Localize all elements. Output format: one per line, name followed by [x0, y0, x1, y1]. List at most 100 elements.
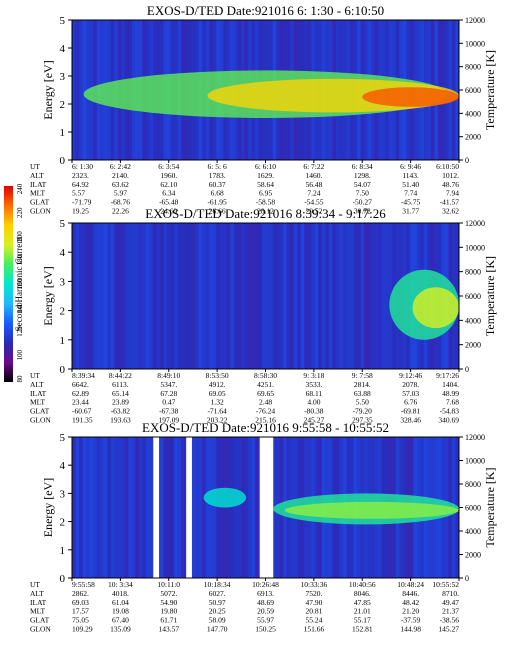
table-cell: 63.88: [354, 389, 371, 398]
table-cell: 1143.: [402, 171, 419, 180]
table-cell: 2.48: [259, 398, 272, 407]
colorbar-scale: [4, 186, 13, 382]
table-cell: 23.89: [112, 398, 129, 407]
chart-title: EXOS-D/TED Date:921016 9:55:58 - 10:55:5…: [142, 420, 389, 435]
table-cell: 28.12: [257, 207, 274, 216]
spectrogram-column: [159, 437, 164, 578]
y-axis-label: Energy [eV]: [41, 266, 55, 325]
spectrogram: [72, 437, 460, 578]
spectrogram-column: [149, 437, 154, 578]
table-cell: 0.47: [162, 398, 175, 407]
table-row-label: ALT: [30, 171, 44, 180]
table-cell: 20.59: [257, 607, 274, 616]
spectrogram-column: [117, 223, 122, 369]
spectrogram-column: [89, 437, 94, 578]
table-cell: 10:26:48: [252, 580, 279, 589]
table-cell: 67.40: [112, 616, 129, 625]
spectrogram-column: [86, 437, 90, 578]
spectrogram-column: [378, 223, 382, 369]
spectrogram-column: [244, 437, 249, 578]
spectrogram-column: [86, 223, 90, 369]
table-cell: -71.64: [207, 407, 227, 416]
spectrogram-column: [138, 223, 143, 369]
table-cell: 6.34: [162, 189, 175, 198]
spectrogram-column: [304, 223, 309, 369]
y-tick-label: 4: [60, 43, 66, 55]
y2-tick-label: 0: [465, 574, 469, 583]
spectrogram-column: [82, 223, 87, 369]
colorbar-tick-label: 220: [16, 207, 24, 218]
y-axis-label: Energy [eV]: [41, 60, 55, 119]
spectrogram-column: [75, 437, 80, 578]
table-row-label: GLON: [30, 416, 51, 425]
spectrogram-column: [107, 223, 111, 369]
y2-axis-label: Temperature [K]: [483, 467, 497, 547]
spectrogram-column: [145, 223, 150, 369]
spectrogram-column: [247, 223, 252, 369]
spectrogram-column: [209, 223, 214, 369]
table-row-label: MLT: [30, 398, 46, 407]
table-cell: 193.63: [110, 416, 131, 425]
spectrogram-column: [230, 437, 235, 578]
spectrogram-column: [219, 437, 224, 578]
spectrogram-column: [374, 223, 379, 369]
table-row-label: UT: [30, 371, 40, 380]
spectrogram-column: [279, 223, 284, 369]
energy-band: [203, 487, 247, 508]
y-tick-label: 3: [60, 276, 66, 288]
table-cell: 75.05: [72, 616, 89, 625]
y-tick-label: 5: [60, 432, 66, 444]
spectrogram-column: [93, 437, 97, 578]
table-cell: 19.08: [112, 607, 129, 616]
table-cell: 55.97: [257, 616, 274, 625]
table-cell: 6.68: [211, 189, 224, 198]
spectrogram-column: [181, 437, 185, 578]
spectrogram-column: [272, 223, 277, 369]
table-cell: 21.20: [402, 607, 419, 616]
spectrogram-column: [321, 223, 326, 369]
y2-axis-label: Temperature [K]: [483, 256, 497, 336]
table-cell: 2140.: [112, 171, 129, 180]
table-cell: 64.92: [72, 180, 89, 189]
spectrogram-column: [79, 20, 83, 160]
table-row-label: GLAT: [30, 198, 50, 207]
table-cell: -54.83: [440, 407, 460, 416]
y-tick-label: 4: [60, 460, 66, 472]
y-tick-label: 4: [60, 247, 66, 259]
spectrogram-column: [100, 437, 104, 578]
table-cell: 58.09: [209, 616, 226, 625]
panel-2: EXOS-D/TED Date:921016 8:39:34 - 9:17:26…: [30, 206, 497, 425]
table-cell: 9:12:46: [399, 371, 422, 380]
spectrogram-column: [385, 223, 389, 369]
table-cell: -69.81: [401, 407, 421, 416]
table-cell: 48.76: [442, 180, 459, 189]
y2-tick-label: 10000: [465, 457, 485, 466]
spectrogram-column: [124, 437, 129, 578]
spectrogram-column: [254, 437, 259, 578]
spectrogram-column: [247, 437, 252, 578]
table-row-label: GLON: [30, 207, 51, 216]
colorbar-label: Second Harmonic Current: [14, 236, 24, 331]
table-cell: 10:48:24: [397, 580, 424, 589]
table-cell: 7.68: [446, 398, 459, 407]
spectrogram-column: [349, 223, 354, 369]
table-cell: -65.48: [159, 198, 179, 207]
table-cell: 48.99: [442, 389, 459, 398]
spectrogram-column: [82, 437, 87, 578]
table-cell: 10: 3:34: [108, 580, 133, 589]
table-cell: 62.89: [72, 389, 89, 398]
spectrogram-column: [216, 223, 221, 369]
colorbar-tick-label: 160: [16, 278, 24, 289]
y-tick-label: 3: [60, 71, 66, 83]
spectrogram-column: [342, 223, 347, 369]
table-row-label: GLON: [30, 625, 51, 634]
table-row-label: ILAT: [30, 598, 47, 607]
table-cell: -50.27: [353, 198, 373, 207]
table-cell: 26.66: [209, 207, 226, 216]
spectrogram-column: [237, 223, 242, 369]
table-cell: 151.66: [304, 625, 325, 634]
table-cell: 48.69: [257, 598, 274, 607]
energy-band: [362, 87, 459, 107]
spectrogram-column: [332, 223, 337, 369]
table-row-label: UT: [30, 162, 40, 171]
